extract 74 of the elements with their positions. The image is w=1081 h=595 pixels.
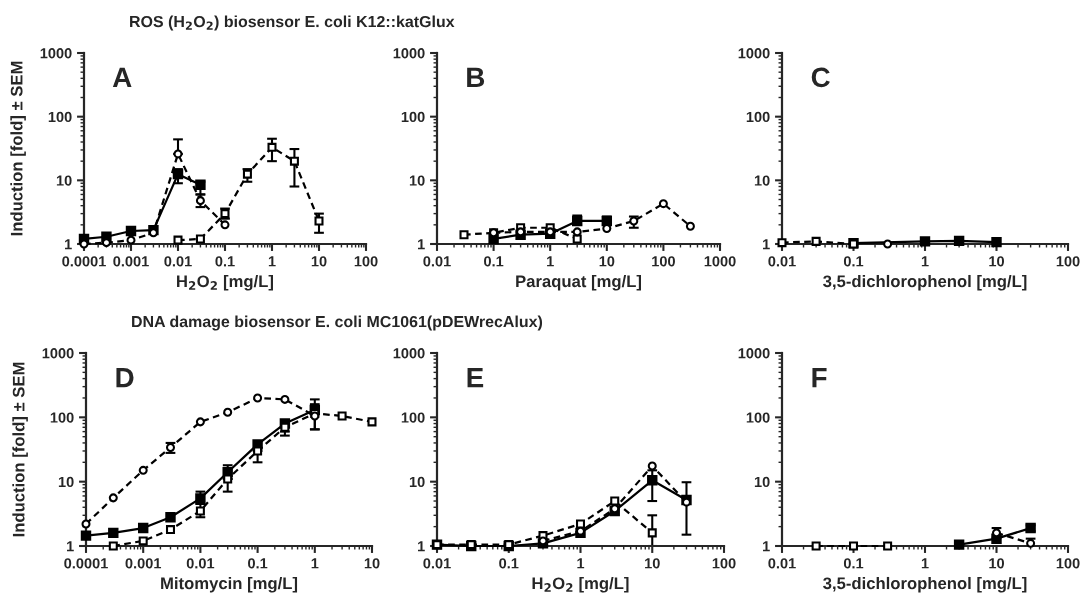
x-tick-label: 1: [311, 558, 319, 569]
y-tick-label: 1: [418, 239, 425, 250]
x-tick-label: 0.0001: [64, 558, 108, 569]
y-tick-label: 10: [754, 476, 770, 488]
x-tick-label: 0.1: [248, 558, 268, 569]
y-tick-label: 10: [58, 476, 74, 488]
x-tick-label: 0.1: [215, 256, 235, 267]
x-tick-label: 100: [712, 558, 736, 569]
y-tick-label: 100: [401, 412, 425, 423]
x-axis-title: Mitomycin [mg/L]: [161, 576, 298, 593]
y-tick-label: 1: [67, 541, 74, 552]
x-tick-label: 0.01: [423, 558, 451, 569]
x-tick-label: 0.001: [113, 256, 149, 267]
chart-title: DNA damage biosensor E. coli MC1061(pDEWrecAlux): [132, 315, 543, 331]
y-tick-label: 1: [65, 239, 72, 250]
x-tick-label: 0.01: [768, 256, 796, 267]
x-tick-label: 1: [268, 256, 276, 267]
x-tick-label: 0.1: [484, 256, 504, 267]
x-tick-label: 10: [645, 558, 660, 569]
x-tick-label: 0.01: [164, 256, 192, 267]
chart-title: ROS (H$_{2}$O$_{2}$) biosensor E. coli K12::katGlux: [130, 15, 455, 31]
x-tick-label: 1: [921, 558, 929, 569]
x-axis-title: H$_{2}$O$_{2}$ [mg/L]: [532, 576, 629, 593]
x-tick-label: 0.01: [768, 558, 796, 569]
x-tick-label: 1: [547, 256, 554, 267]
y-tick-label: 1000: [42, 348, 74, 359]
x-tick-label: 0.0001: [62, 256, 106, 267]
x-tick-label: 10: [311, 256, 327, 267]
x-tick-label: 100: [1056, 558, 1080, 569]
x-tick-label: 0.01: [186, 558, 215, 569]
y-tick-label: 1000: [738, 348, 770, 359]
x-tick-label: 1000: [704, 256, 736, 267]
x-tick-label: 100: [354, 256, 378, 267]
y-axis-title: Induction [fold] ± SEM: [12, 362, 28, 537]
annotation: C: [811, 67, 830, 88]
y-tick-label: 1: [763, 541, 770, 552]
y-tick-label: 100: [48, 111, 72, 123]
x-tick-label: 10: [364, 558, 380, 569]
x-tick-label: 1: [921, 256, 929, 267]
annotation: E: [467, 368, 484, 388]
x-axis-title: H$_{2}$O$_{2}$ [mg/L]: [177, 274, 273, 291]
y-axis-title: Induction [fold] ± SEM: [10, 61, 26, 236]
x-axis-title: 3,5-dichlorophenol [mg/L]: [823, 576, 1027, 593]
x-tick-label: 0.1: [499, 558, 519, 569]
x-tick-label: 100: [652, 256, 675, 267]
y-tick-label: 1000: [738, 48, 770, 59]
x-tick-label: 100: [1056, 256, 1080, 267]
y-tick-label: 100: [746, 412, 770, 423]
annotation: B: [467, 67, 485, 87]
y-tick-label: 100: [746, 111, 770, 123]
x-tick-label: 10: [599, 256, 615, 267]
y-tick-label: 100: [401, 111, 425, 123]
y-tick-label: 1000: [393, 48, 425, 59]
y-tick-label: 10: [409, 175, 425, 186]
x-axis-title: Paraquat [mg/L]: [516, 274, 641, 291]
x-tick-label: 10: [989, 256, 1005, 267]
x-axis-title: 3,5-dichlorophenol [mg/L]: [823, 274, 1027, 291]
y-tick-label: 10: [754, 175, 770, 186]
annotation: D: [116, 368, 134, 388]
y-tick-label: 1: [763, 239, 770, 250]
y-tick-label: 10: [409, 476, 425, 488]
x-tick-label: 0.1: [843, 558, 864, 569]
x-tick-label: 0.001: [125, 558, 162, 569]
y-tick-label: 10: [56, 175, 72, 186]
x-tick-label: 0.01: [423, 256, 451, 267]
x-tick-label: 0.1: [843, 256, 864, 267]
x-tick-label: 10: [989, 558, 1005, 569]
y-tick-label: 1000: [40, 48, 72, 59]
y-tick-label: 1: [418, 541, 425, 552]
y-tick-label: 100: [50, 412, 74, 423]
x-tick-label: 1: [577, 558, 585, 569]
annotation: F: [812, 368, 827, 388]
annotation: A: [112, 67, 132, 87]
y-tick-label: 1000: [393, 348, 425, 359]
